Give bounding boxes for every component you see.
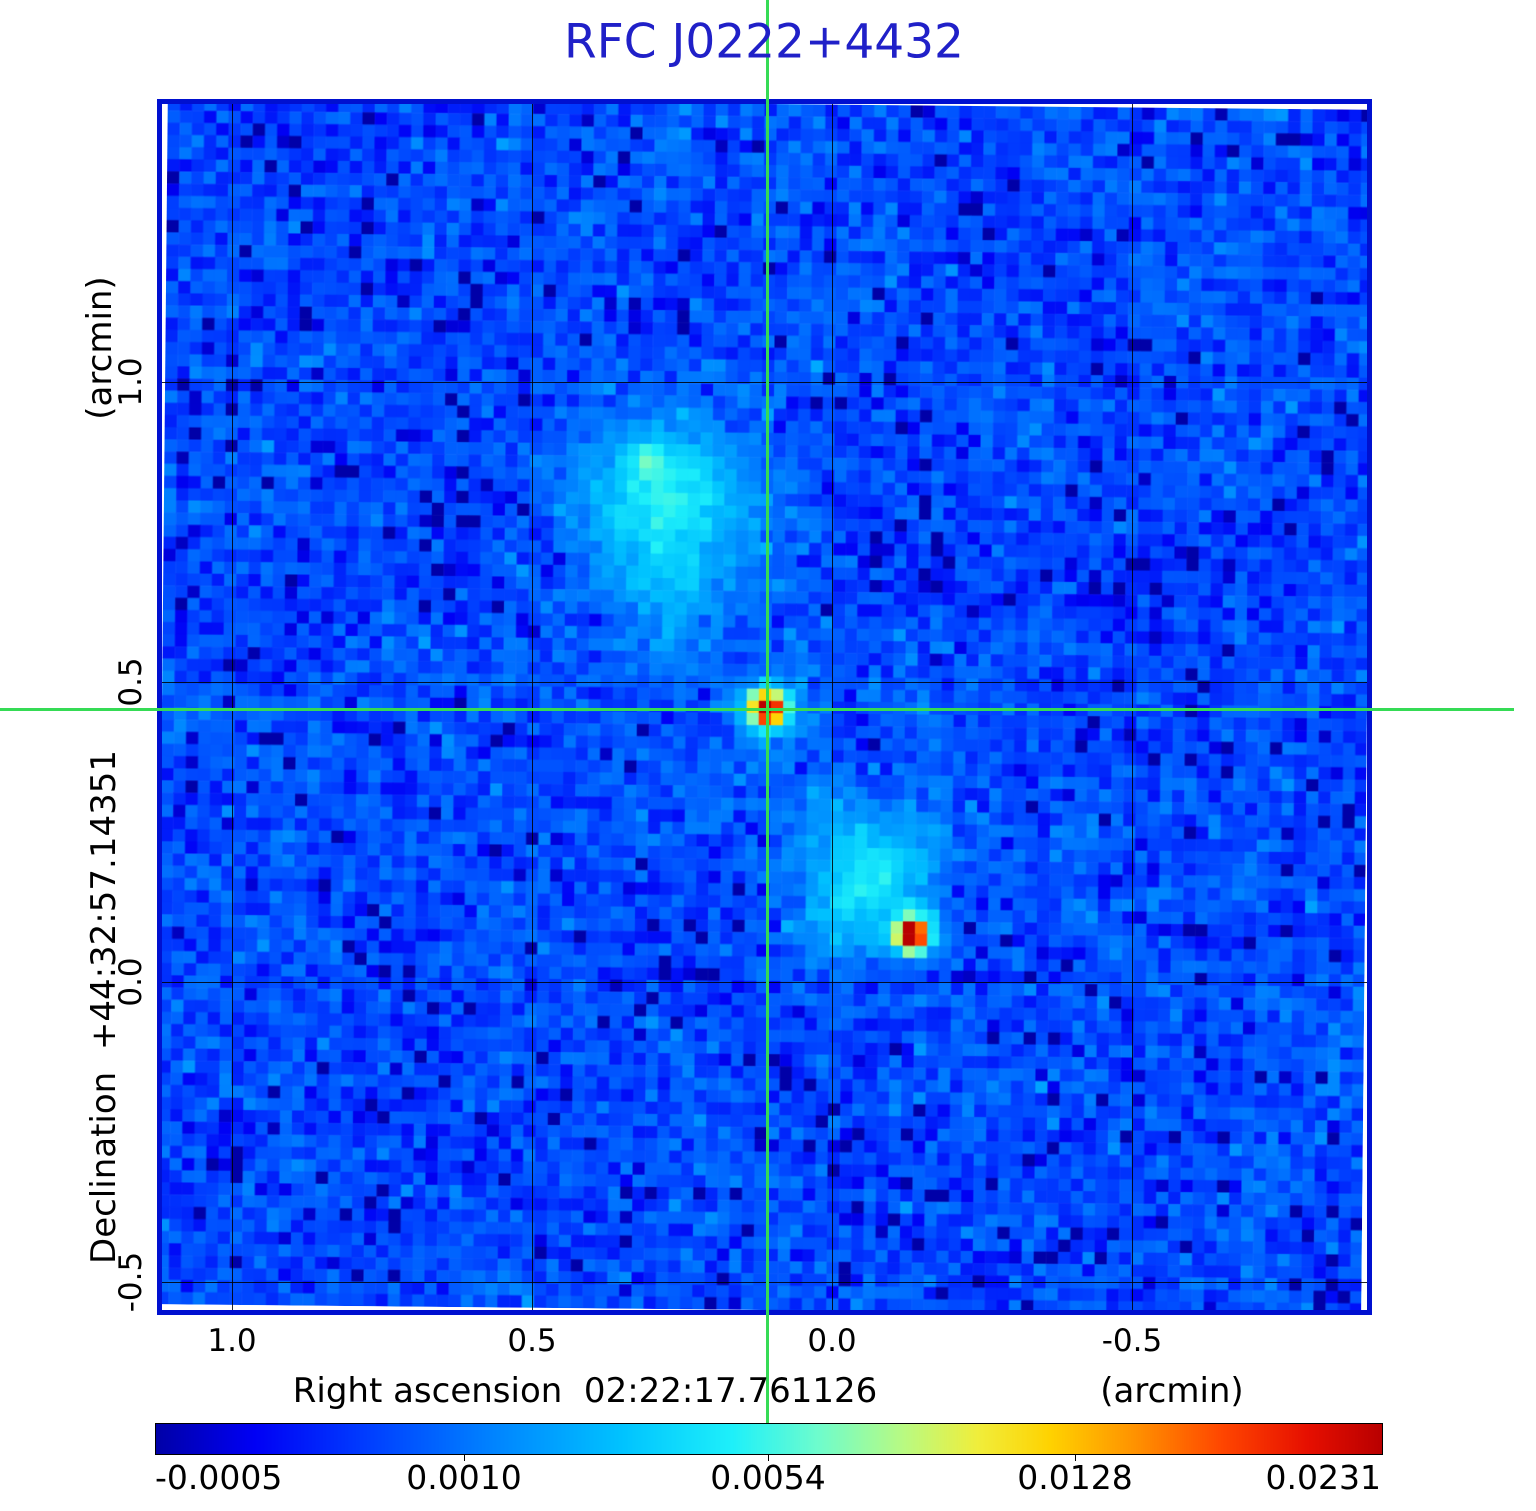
x-axis-unit: (arcmin) [1100,1371,1244,1411]
plot-title: RFC J0222+4432 [564,14,964,70]
colorbar-tick-label: 0.0128 [1017,1458,1133,1497]
grid-line-horizontal [162,382,1367,383]
grid-line-vertical [1132,104,1133,1310]
crosshair-vertical-line [766,0,770,1423]
colorbar-tick-label: 0.0010 [406,1458,522,1497]
colorbar-tick-label: -0.0005 [155,1458,283,1497]
x-tick-label: 0.0 [807,1323,857,1359]
grid-line-vertical [232,104,233,1310]
grid-line-horizontal [162,982,1367,983]
colorbar-tick [464,1454,465,1461]
y-axis-label: Declination +44:32:57.14351 [84,750,124,1264]
sky-map-frame [157,99,1372,1315]
grid-line-horizontal [162,682,1367,683]
grid-line-vertical [832,104,833,1310]
x-axis-label: Right ascension 02:22:17.761126 [292,1371,878,1411]
colorbar-tick [768,1454,769,1461]
colorbar-tick-label: 0.0231 [1265,1458,1381,1497]
x-tick-label: -0.5 [1101,1323,1163,1359]
y-tick-label: 0.5 [113,657,149,707]
colorbar-tick-label: 0.0054 [710,1458,826,1497]
grid-line-horizontal [162,1282,1367,1283]
colorbar [155,1423,1383,1455]
x-tick-label: 1.0 [207,1323,257,1359]
x-tick-label: 0.5 [507,1323,557,1359]
colorbar-tick [1075,1454,1076,1461]
crosshair-horizontal-line [0,708,1514,711]
y-axis-unit: (arcmin) [80,276,120,420]
colorbar-gradient [156,1424,1382,1454]
sky-map-canvas [162,104,1367,1310]
grid-line-vertical [532,104,533,1310]
